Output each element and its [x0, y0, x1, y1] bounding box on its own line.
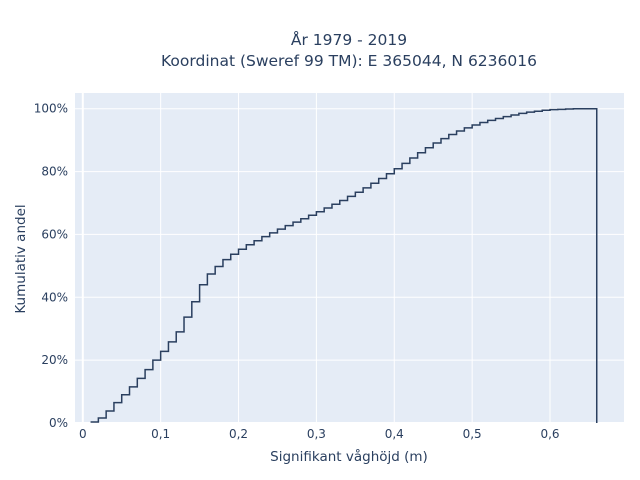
x-tick-label: 0,1 [151, 427, 170, 441]
cdf-step-line [90, 107, 598, 423]
x-tick-label: 0,6 [540, 427, 559, 441]
y-tick-label: 40% [41, 290, 68, 304]
series-layer [90, 107, 598, 423]
chart-title-line1: År 1979 - 2019 [291, 30, 407, 49]
x-tick-label: 0,2 [229, 427, 248, 441]
y-axis-ticks: 0% 20% 40% 60% 80% 100% [34, 102, 68, 430]
y-axis-title: Kumulativ andel [13, 204, 29, 313]
y-tick-label: 60% [41, 227, 68, 241]
x-tick-label: 0 [79, 427, 87, 441]
x-tick-label: 0,4 [385, 427, 404, 441]
y-tick-label: 80% [41, 165, 68, 179]
x-axis-title: Signifikant våghöjd (m) [270, 448, 428, 465]
y-tick-label: 0% [49, 416, 68, 430]
y-tick-label: 20% [41, 353, 68, 367]
x-tick-label: 0,3 [307, 427, 326, 441]
chart-title-line2: Koordinat (Sweref 99 TM): E 365044, N 62… [161, 52, 537, 70]
plot-area [75, 93, 624, 423]
x-axis-ticks: 0 0,1 0,2 0,3 0,4 0,5 0,6 [79, 427, 560, 441]
x-tick-label: 0,5 [463, 427, 482, 441]
y-tick-label: 100% [34, 102, 68, 116]
grid [75, 93, 624, 424]
